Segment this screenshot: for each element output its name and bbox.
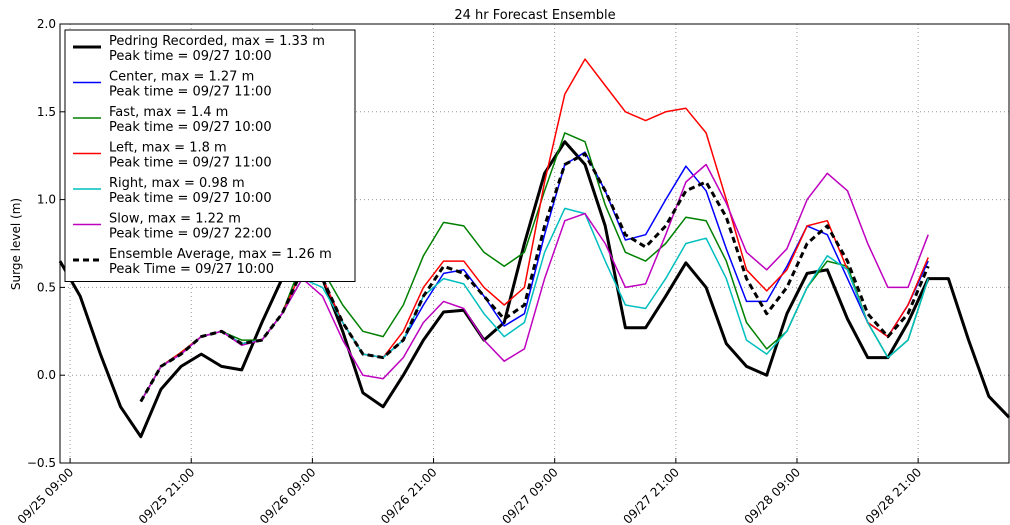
legend-label: Center, max = 1.27 m: [109, 70, 254, 85]
y-tick-label: −0.5: [27, 456, 56, 470]
x-tick-label: 09/28 09:00: [742, 465, 804, 525]
legend-peak: Peak time = 09/27 10:00: [109, 120, 272, 135]
legend-label: Ensemble Average, max = 1.26 m: [109, 247, 332, 262]
legend-peak: Peak Time = 09/27 10:00: [109, 262, 274, 277]
legend-label: Left, max = 1.8 m: [109, 141, 227, 156]
legend-peak: Peak time = 09/27 11:00: [109, 156, 272, 171]
y-tick-label: 1.0: [37, 193, 56, 207]
legend-peak: Peak time = 09/27 10:00: [109, 49, 272, 64]
x-tick-label: 09/25 09:00: [15, 465, 77, 525]
legend-label: Pedring Recorded, max = 1.33 m: [109, 34, 325, 49]
y-tick-label: 0.5: [37, 280, 56, 294]
series-line: [139, 152, 930, 403]
chart-title: 24 hr Forecast Ensemble: [454, 8, 615, 23]
x-tick-label: 09/28 21:00: [863, 465, 925, 525]
y-axis-label: Surge level (m): [9, 198, 23, 290]
legend-label: Slow, max = 1.22 m: [109, 212, 241, 227]
series-line: [58, 140, 1010, 439]
x-tick-label: 09/27 21:00: [620, 465, 682, 525]
legend-box: [64, 29, 356, 282]
legend-label: Fast, max = 1.4 m: [109, 105, 228, 120]
plot-frame: [59, 23, 1010, 464]
legend-peak: Peak time = 09/27 11:00: [109, 85, 272, 100]
y-tick-label: 2.0: [37, 17, 56, 31]
legend-peak: Peak time = 09/27 22:00: [109, 227, 272, 242]
legend-label: Right, max = 0.98 m: [109, 176, 245, 191]
legend-peak: Peak time = 09/27 10:00: [109, 191, 272, 206]
x-tick-label: 09/25 21:00: [136, 465, 198, 525]
x-tick-label: 09/26 21:00: [378, 465, 440, 525]
y-tick-label: 1.5: [37, 105, 56, 119]
x-tick-label: 09/27 09:00: [499, 465, 561, 525]
x-tick-label: 09/26 09:00: [257, 465, 319, 525]
y-tick-label: 0.0: [37, 368, 56, 382]
